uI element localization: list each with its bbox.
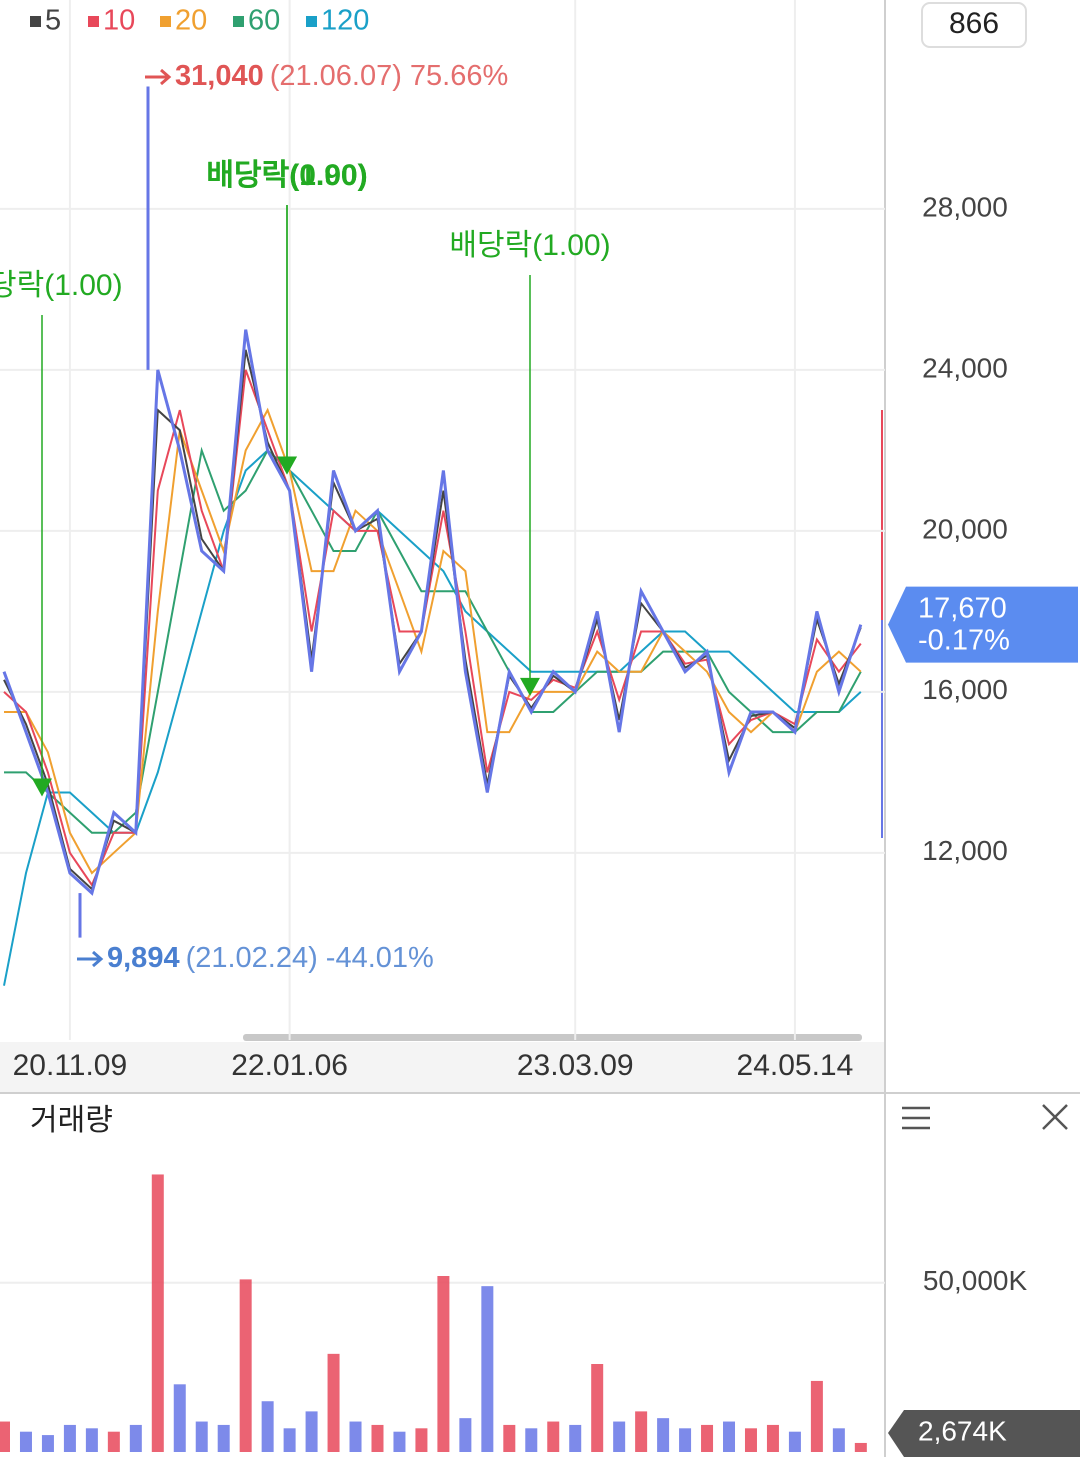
volume-bar — [503, 1424, 516, 1452]
volume-bar — [525, 1428, 538, 1452]
y-tick-label: 24,000 — [922, 352, 1008, 383]
event-label: 배당락(1.00) — [449, 229, 610, 262]
high-arrow — [145, 68, 172, 86]
volume-bar — [854, 1442, 867, 1452]
low-date: (21.02.24) — [186, 942, 318, 974]
event-marker — [520, 677, 540, 696]
volume-bar — [305, 1411, 318, 1452]
volume-bar — [810, 1380, 823, 1452]
volume-bar — [261, 1401, 274, 1452]
volume-bar — [41, 1435, 54, 1452]
y-tick-label: 20,000 — [922, 513, 1008, 544]
high-change: 75.66% — [410, 60, 508, 92]
legend-swatch — [88, 16, 99, 27]
x-tick-label: 20.11.09 — [13, 1049, 128, 1082]
x-tick-label: 24.05.14 — [737, 1049, 854, 1082]
volume-bar — [63, 1424, 76, 1452]
volume-bar — [415, 1428, 428, 1452]
low-annotation: 9,894 (21.02.24) -44.01% — [107, 942, 434, 974]
low-arrow — [77, 950, 104, 968]
close-icon[interactable] — [1042, 1104, 1068, 1130]
volume-bar — [459, 1418, 472, 1452]
volume-bar — [283, 1428, 296, 1452]
low-value: 9,894 — [107, 942, 180, 974]
event-label: 배당락(0.90) — [206, 159, 367, 192]
x-axis-band — [0, 1042, 885, 1092]
volume-bar — [349, 1421, 362, 1452]
volume-bar — [217, 1424, 230, 1452]
legend-swatch — [30, 16, 41, 27]
volume-bar — [701, 1424, 714, 1452]
volume-bar — [832, 1428, 845, 1452]
y-tick-label: 28,000 — [922, 191, 1008, 222]
x-tick-label: 23.03.09 — [517, 1049, 634, 1082]
last-price-box — [888, 586, 1078, 663]
badge: 866 — [949, 7, 999, 40]
y-tick-label: 16,000 — [922, 674, 1008, 705]
high-date: (21.06.07) — [270, 60, 402, 92]
volume-bar — [766, 1424, 779, 1452]
volume-bar — [195, 1421, 208, 1452]
event-marker — [277, 456, 297, 475]
volume-bar — [744, 1428, 757, 1452]
high-annotation: 31,040 (21.06.07) 75.66% — [175, 60, 508, 92]
volume-bar — [613, 1421, 626, 1452]
volume-bar — [788, 1431, 801, 1452]
scrollbar[interactable] — [243, 1034, 862, 1041]
volume-bar — [327, 1353, 340, 1452]
volume-bar — [85, 1428, 98, 1452]
y-tick-label: 12,000 — [922, 835, 1008, 866]
volume-bar — [129, 1424, 142, 1452]
volume-bar — [173, 1384, 186, 1452]
badge-box[interactable] — [921, 2, 1027, 48]
volume-bar — [723, 1421, 736, 1452]
menu-icon[interactable] — [902, 1106, 930, 1130]
legend-label: 120 — [321, 5, 369, 37]
moving-average-line — [3, 369, 862, 888]
volume-bar — [371, 1424, 384, 1452]
event-marker — [32, 778, 52, 797]
volume-bar — [481, 1286, 494, 1452]
volume-bar — [393, 1431, 406, 1452]
legend-label: 20 — [175, 5, 207, 37]
volume-bar — [657, 1418, 670, 1452]
volume-title: 거래량 — [30, 1104, 113, 1137]
moving-average-line — [4, 446, 862, 834]
volume-bar — [679, 1428, 692, 1452]
volume-bar — [569, 1424, 582, 1452]
y-tick-label: 50,000K — [923, 1265, 1028, 1296]
moving-average-line — [4, 407, 862, 875]
legend-swatch — [233, 16, 244, 27]
volume-bar — [0, 1421, 10, 1452]
last-price: 17,670 — [918, 592, 1007, 624]
volume-bar — [547, 1421, 560, 1452]
legend-swatch — [160, 16, 171, 27]
volume-bar — [591, 1364, 604, 1452]
legend-label: 5 — [45, 5, 61, 37]
volume-bar — [19, 1431, 32, 1452]
high-value: 31,040 — [175, 60, 264, 92]
volume-bar — [635, 1411, 648, 1452]
volume-bar — [151, 1174, 164, 1452]
legend-label: 60 — [248, 5, 280, 37]
volume-bar — [107, 1431, 120, 1452]
last-volume-box — [888, 1410, 1080, 1457]
event-label: 배당락(1.00) — [206, 159, 367, 192]
price-line — [2, 329, 863, 896]
low-change: -44.01% — [326, 942, 434, 974]
volume-bar — [239, 1279, 252, 1452]
volume-bar — [437, 1276, 450, 1452]
legend-swatch — [306, 16, 317, 27]
legend-label: 10 — [103, 5, 135, 37]
event-label: 배당락(1.00) — [0, 269, 123, 302]
last-volume: 2,674K — [918, 1415, 1007, 1446]
last-change: -0.17% — [918, 624, 1010, 656]
x-tick-label: 22.01.06 — [231, 1049, 348, 1082]
